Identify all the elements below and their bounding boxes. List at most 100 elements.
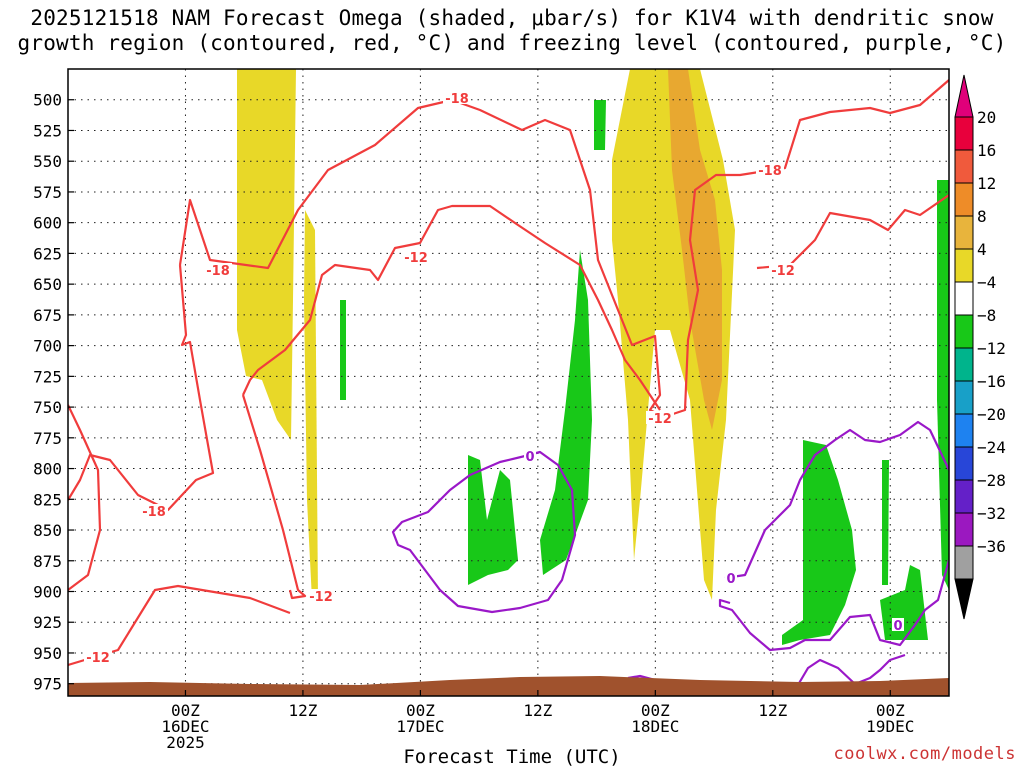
dgz-contour-6 [756, 194, 949, 270]
dgz-contour-label: -18 [142, 505, 166, 520]
freezing-label-bg [892, 618, 904, 631]
dgz-contour-label: -18 [206, 264, 230, 279]
colorbar-label: 8 [977, 207, 987, 226]
x-tick-label: 18DEC [631, 717, 679, 736]
colorbar-label: 16 [977, 141, 996, 160]
omega-region-4 [540, 250, 592, 575]
y-tick-label: 650 [33, 275, 62, 294]
colorbar-swatch [954, 314, 974, 349]
dgz-contour-5 [241, 394, 307, 600]
plot-frame [67, 68, 950, 697]
x-tick-label: 00Z [171, 701, 200, 720]
colorbar-bottom-arrow [954, 578, 974, 620]
y-tick-label: 800 [33, 460, 62, 479]
y-tick-label: 875 [33, 552, 62, 571]
colorbar-label: −36 [977, 537, 1006, 556]
y-tick-label: 625 [33, 244, 62, 263]
colorbar-label: −4 [977, 273, 996, 292]
colorbar-label: 20 [977, 108, 996, 127]
dgz-contour-label: -12 [86, 651, 110, 666]
dgz-label-bg [204, 263, 232, 276]
dgz-contour-label: -12 [404, 251, 428, 266]
terrain [68, 676, 949, 696]
colorbar-swatch [954, 479, 974, 514]
colorbar-swatch [954, 281, 974, 316]
omega-shading [237, 69, 949, 645]
dgz-contour-4 [242, 204, 661, 411]
freezing-label-bg [725, 571, 737, 584]
omega-region-3 [668, 69, 722, 430]
y-tick-label: 975 [33, 675, 62, 694]
omega-region-0 [237, 69, 296, 440]
dgz-label-bg [402, 250, 430, 263]
dgz-label-bg [84, 650, 112, 663]
y-tick-label: 600 [33, 214, 62, 233]
colorbar-swatch [954, 512, 974, 547]
colorbar: 20 16 12 8 4 −4 −8 −12 −16 −20 −24 −28 −32 −36 [954, 74, 1006, 620]
freezing-contour-2 [724, 420, 949, 580]
dgz-label-bg [646, 411, 674, 424]
y-tick-label: 725 [33, 367, 62, 386]
colorbar-swatch [954, 149, 974, 184]
y-tick-label: 675 [33, 306, 62, 325]
x-tick-label: 00Z [641, 701, 670, 720]
y-tick-label: 925 [33, 613, 62, 632]
dgz-contour-2 [68, 404, 102, 591]
omega-region-7 [340, 300, 346, 400]
dgz-contour-label: -12 [771, 264, 795, 279]
y-tick-label: 900 [33, 583, 62, 602]
colorbar-swatch [954, 413, 974, 448]
y-tick-label: 700 [33, 337, 62, 356]
y-tick-label: 825 [33, 490, 62, 509]
y-tick-label: 575 [33, 183, 62, 202]
x-tick-label: 00Z [406, 701, 435, 720]
omega-region-5 [468, 455, 518, 585]
freezing-contour-1 [718, 559, 949, 652]
omega-region-1 [304, 210, 318, 600]
dgz-contour-0 [178, 79, 949, 419]
dgz-contour-label: -12 [648, 412, 672, 427]
colorbar-swatch [954, 380, 974, 415]
x-tick-label: 12Z [288, 701, 317, 720]
colorbar-swatch [954, 347, 974, 382]
y-tick-label: 850 [33, 521, 62, 540]
dgz-label-bg [443, 91, 471, 104]
y-tick-label: 750 [33, 398, 62, 417]
colorbar-label: −16 [977, 372, 1006, 391]
x-tick-label: 16DEC [161, 717, 209, 736]
freezing-contour-label: 0 [893, 619, 902, 634]
colorbar-top-arrow [954, 74, 974, 118]
colorbar-swatch [954, 248, 974, 283]
terrain-fill [68, 676, 949, 696]
colorbar-label: −20 [977, 405, 1006, 424]
x-tick-label: 00Z [876, 701, 905, 720]
y-tick-label: 550 [33, 152, 62, 171]
omega-region-8 [782, 440, 856, 645]
dgz-contour-1 [68, 264, 215, 512]
y-tick-label: 775 [33, 429, 62, 448]
colorbar-label: −32 [977, 504, 1006, 523]
colorbar-swatch [954, 545, 974, 580]
x-tick-label: 12Z [523, 701, 552, 720]
omega-region-11 [937, 180, 949, 590]
omega-region-9 [882, 460, 889, 585]
dgz-contour-label: -18 [758, 164, 782, 179]
dgz-label-bg [307, 589, 335, 602]
credit-text: coolwx.com/models [833, 744, 1016, 764]
freezing-contour-0 [391, 450, 577, 614]
dgz-contour-label: -18 [445, 92, 469, 107]
omega-region-6 [594, 100, 606, 150]
y-tick-label: 525 [33, 121, 62, 140]
dgz-label-bg [756, 163, 784, 176]
x-tick-label: 2025 [166, 733, 205, 752]
x-tick-label: 17DEC [396, 717, 444, 736]
contours: -18 -18 -12 -18 -12 -12 -12 -18 -12 0 0 0 [68, 79, 949, 691]
freezing-contour-label: 0 [726, 572, 735, 587]
dgz-label-bg [769, 263, 797, 276]
colorbar-label: −28 [977, 471, 1006, 490]
freezing-contour-label: 0 [525, 450, 534, 465]
title-line-2: growth region (contoured, red, °C) and f… [17, 31, 1007, 55]
colorbar-swatch [954, 215, 974, 250]
